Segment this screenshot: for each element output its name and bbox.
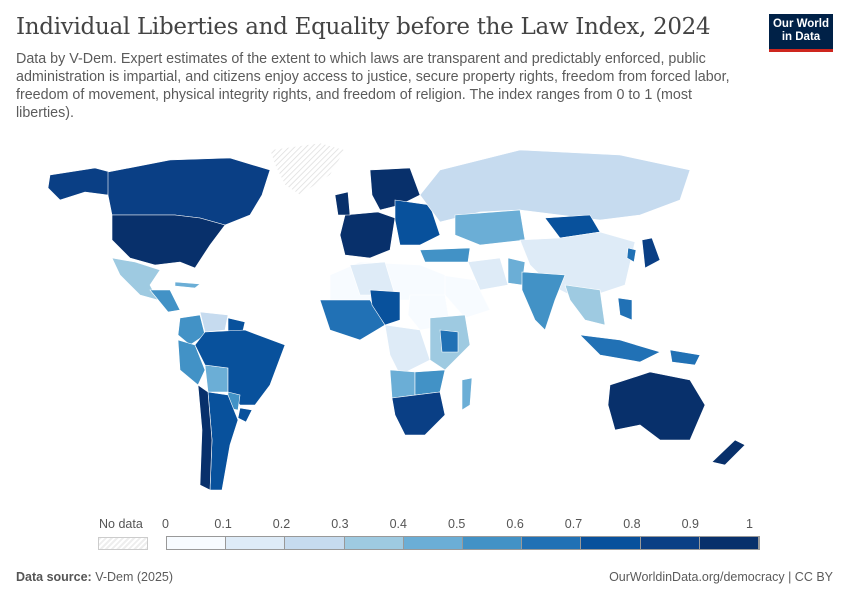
source-label: Data source: [16, 570, 92, 584]
country-bolivia[interactable] [204, 364, 229, 393]
owid-logo[interactable]: Our World in Data [769, 14, 833, 52]
legend-bin-5[interactable] [462, 537, 523, 549]
country-japan[interactable] [641, 237, 661, 269]
legend-bin-7[interactable] [581, 537, 641, 549]
legend-bin-6[interactable] [522, 537, 582, 549]
legend-tick: 0 [162, 517, 169, 531]
country-iran[interactable] [467, 257, 509, 291]
country-venezuela[interactable] [199, 311, 229, 333]
source-value: V-Dem (2025) [95, 570, 174, 584]
country-central-africa[interactable] [384, 324, 431, 376]
country-nigeria[interactable] [369, 289, 401, 326]
country-usa[interactable] [111, 214, 226, 269]
country-turkey[interactable] [419, 247, 471, 263]
legend-tick: 0.1 [214, 517, 232, 531]
country-kenya[interactable] [439, 329, 459, 353]
legend-tick: 1 [746, 517, 753, 531]
legend-bin-9[interactable] [699, 537, 759, 549]
page-subtitle: Data by V-Dem. Expert estimates of the e… [16, 51, 730, 121]
legend-tick: 0.9 [681, 517, 699, 531]
country-western-europe[interactable] [339, 211, 396, 259]
legend-tick: 0.3 [331, 517, 349, 531]
legend-tick: 0.4 [389, 517, 407, 531]
legend-tick: 0.6 [506, 517, 524, 531]
page-title: Individual Liberties and Equality before… [16, 14, 711, 40]
country-russia[interactable] [419, 149, 691, 223]
country-greenland[interactable] [269, 142, 346, 196]
legend-no-data-label: No data [99, 517, 143, 531]
country-se-asia[interactable] [564, 284, 606, 326]
legend-bin-4[interactable] [403, 537, 463, 549]
country-angola[interactable] [389, 369, 416, 399]
country-png[interactable] [669, 349, 701, 366]
country-west-africa[interactable] [319, 299, 386, 341]
country-brazil[interactable] [194, 329, 286, 406]
country-alaska[interactable] [47, 167, 111, 201]
legend-bin-0[interactable] [167, 537, 227, 549]
country-indonesia[interactable] [579, 334, 661, 363]
country-southern-africa[interactable] [391, 391, 446, 436]
footer-link[interactable]: OurWorldinData.org/democracy | CC BY [609, 570, 833, 584]
country-uruguay[interactable] [237, 407, 253, 423]
country-kazakhstan[interactable] [454, 209, 526, 246]
country-colombia[interactable] [177, 314, 206, 346]
legend-tick: 0.8 [623, 517, 641, 531]
legend-tick: 0.7 [564, 517, 583, 531]
legend-bin-2[interactable] [285, 537, 345, 549]
country-central-america[interactable] [149, 289, 181, 313]
legend-tick: 0.2 [272, 517, 291, 531]
country-peru[interactable] [177, 339, 206, 386]
legend-color-scale [166, 536, 760, 550]
country-uk[interactable] [334, 191, 351, 216]
country-zambia[interactable] [414, 369, 446, 396]
legend-no-data-swatch [98, 537, 148, 550]
country-new-zealand[interactable] [711, 439, 746, 466]
legend-bin-1[interactable] [226, 537, 286, 549]
world-map [47, 142, 746, 491]
legend-bin-8[interactable] [640, 537, 700, 549]
country-chile[interactable] [197, 384, 213, 491]
legend-bin-3[interactable] [344, 537, 404, 549]
country-korea[interactable] [626, 247, 637, 263]
country-madagascar[interactable] [461, 377, 473, 411]
country-philippines[interactable] [617, 297, 633, 321]
country-cuba[interactable] [174, 281, 201, 289]
data-source: Data source: V-Dem (2025) [16, 570, 173, 584]
country-india[interactable] [521, 271, 566, 331]
country-canada[interactable] [107, 157, 271, 226]
country-australia[interactable] [607, 371, 706, 441]
legend-tick: 0.5 [448, 517, 466, 531]
